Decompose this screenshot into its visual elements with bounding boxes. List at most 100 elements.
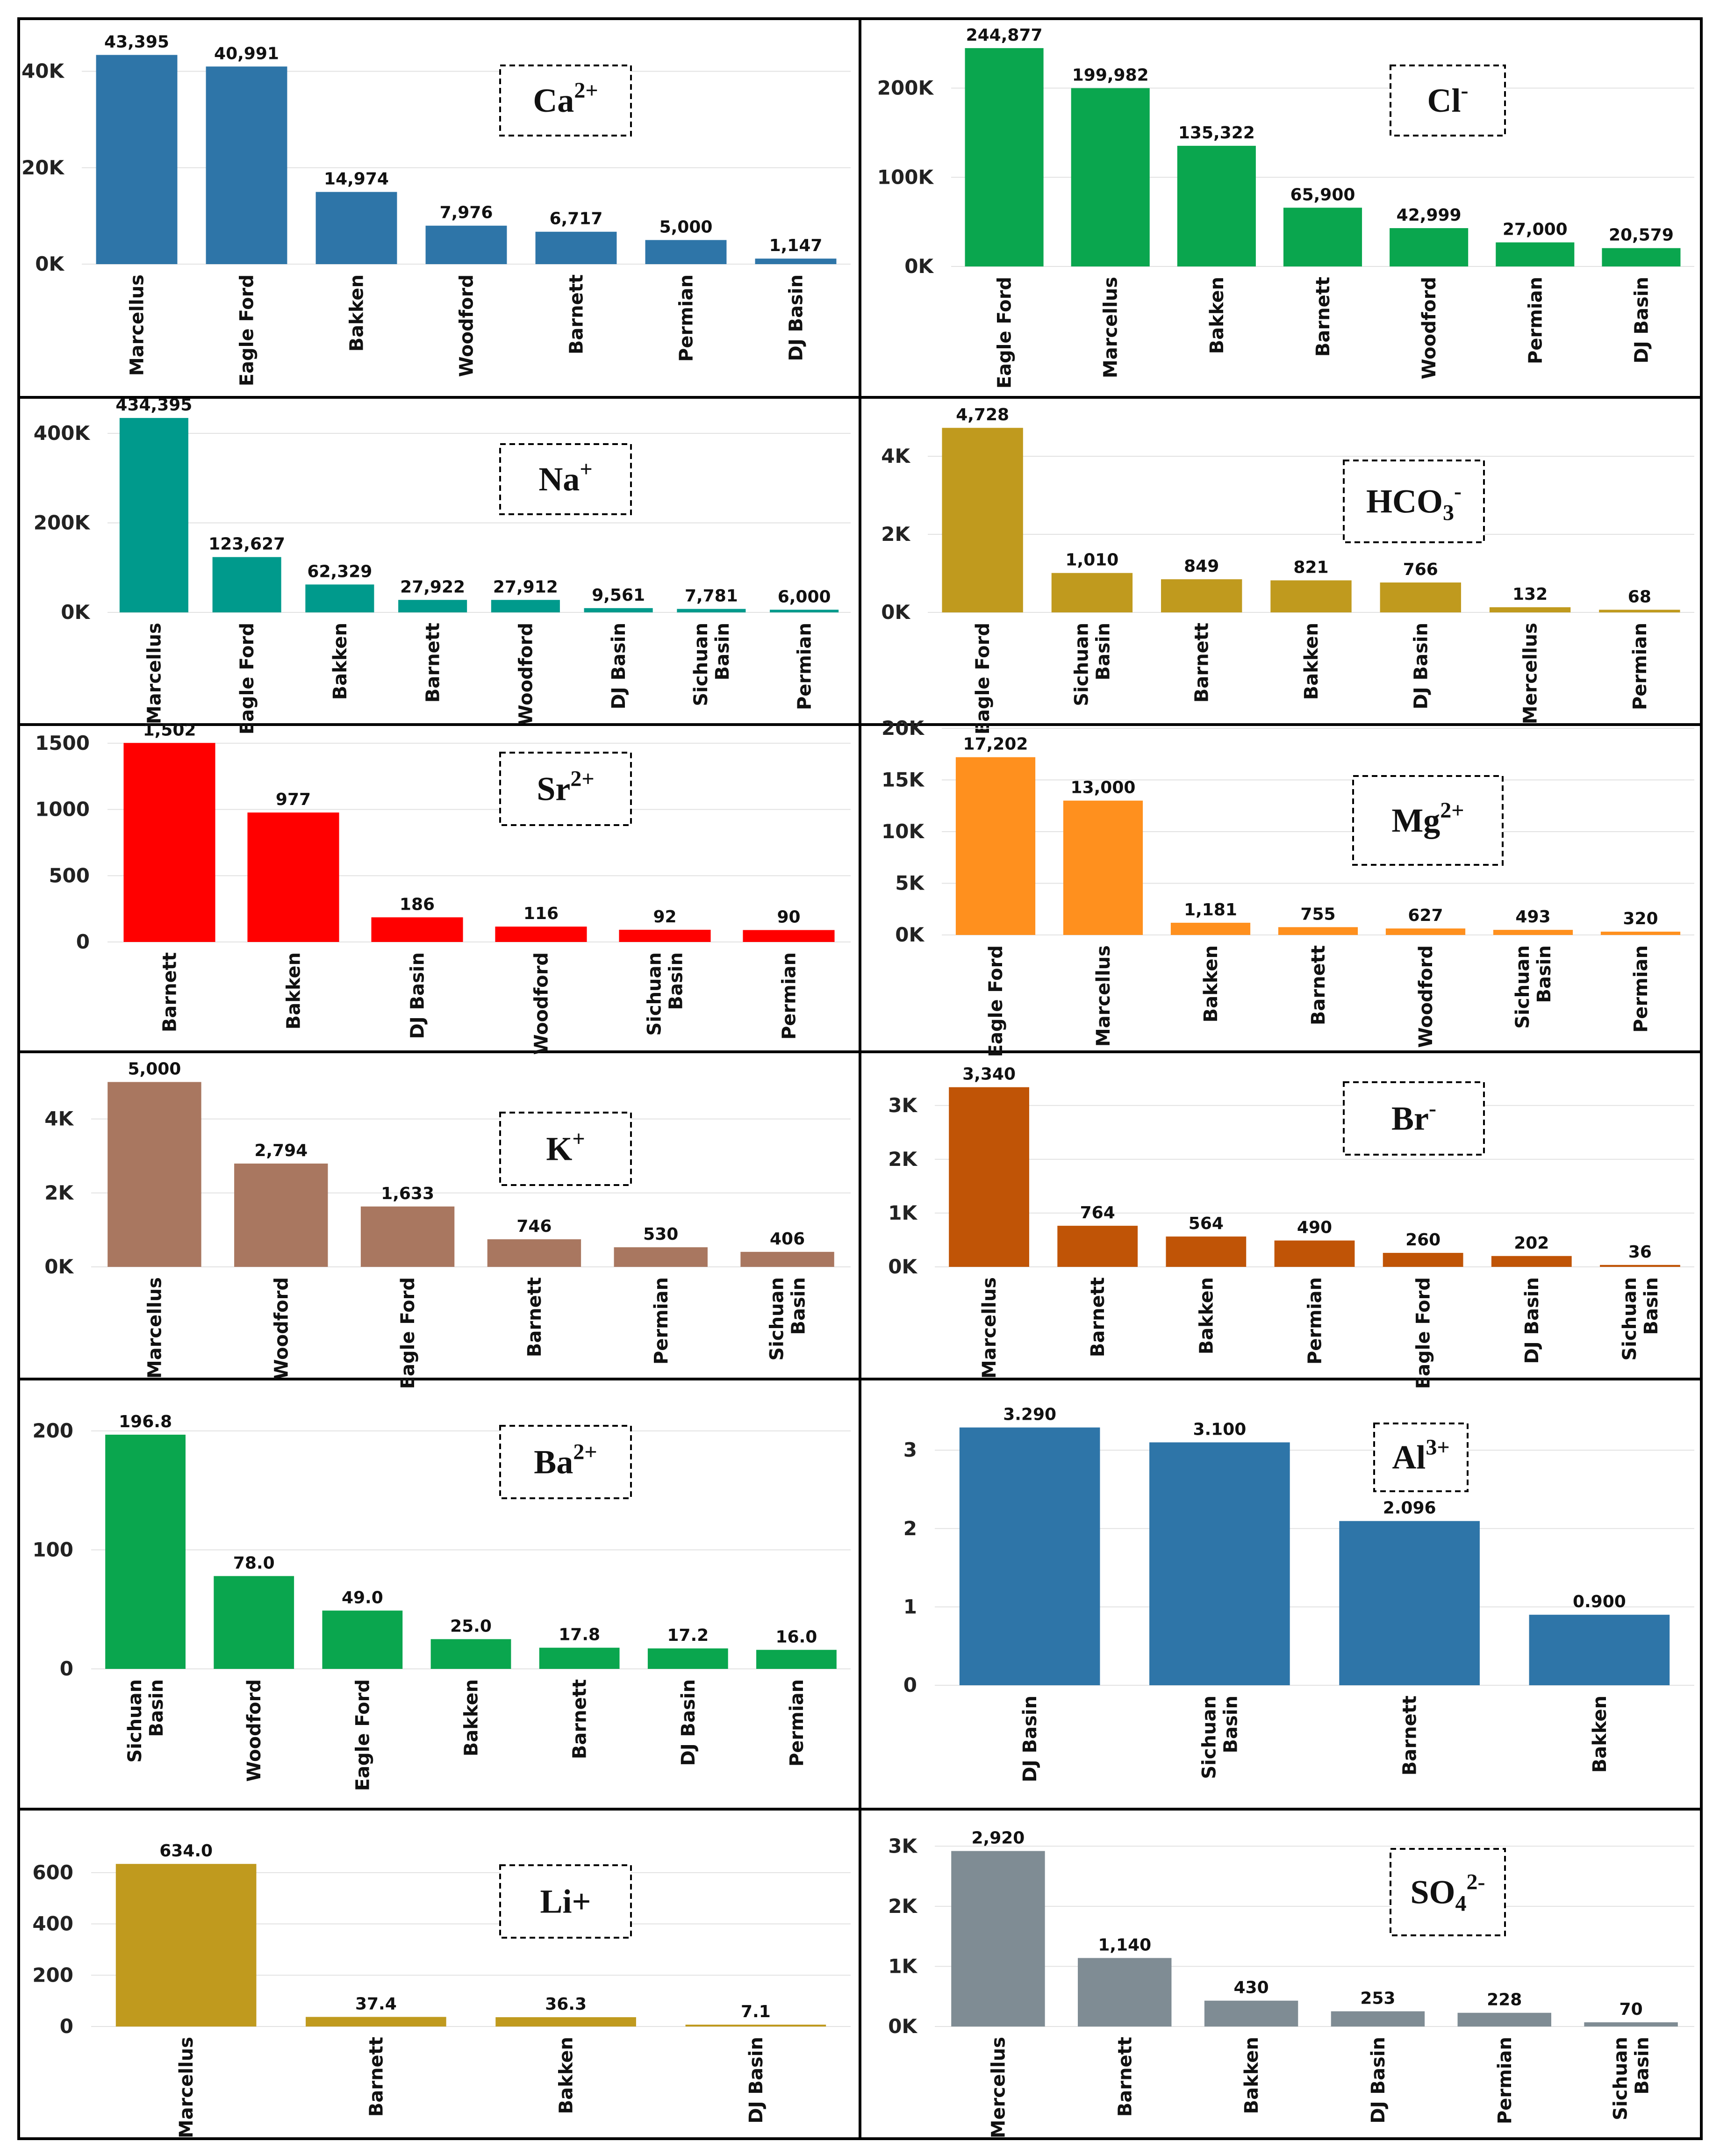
data-label: 7,781 xyxy=(685,587,738,606)
y-tick-label: 200 xyxy=(32,1963,73,1986)
ion-label: Sr2+ xyxy=(537,767,594,808)
y-tick-label: 4K xyxy=(881,445,910,467)
bar xyxy=(619,929,711,942)
bar xyxy=(1177,145,1256,266)
x-tick-label: Woodford xyxy=(515,623,537,726)
data-label: 490 xyxy=(1297,1218,1332,1237)
ion-label-box xyxy=(1343,1081,1485,1156)
ion-label-box xyxy=(499,65,632,137)
bar xyxy=(491,600,560,612)
data-label: 5,000 xyxy=(128,1060,181,1079)
x-tick-label: Sichuan xyxy=(1619,1277,1641,1361)
data-label: 564 xyxy=(1189,1214,1224,1233)
chart-panel-1: 0K 100K 200K 244,877 Eagle Ford 199,982 Marcel… xyxy=(877,26,1694,388)
x-tick-label: Bakken xyxy=(1241,2037,1262,2114)
bar xyxy=(1584,2022,1678,2027)
y-tick-label: 0K xyxy=(61,601,90,624)
data-label: 17,202 xyxy=(963,735,1028,754)
data-label: 977 xyxy=(276,790,311,809)
bar xyxy=(743,930,835,942)
bar xyxy=(96,55,178,264)
ion-label: Br- xyxy=(1391,1096,1436,1137)
x-tick-label: Barnett xyxy=(1087,1277,1109,1357)
y-tick-label: 2 xyxy=(903,1517,917,1540)
x-tick-label: Bakken xyxy=(1206,277,1228,354)
bar xyxy=(949,1087,1029,1267)
data-label: 530 xyxy=(643,1225,678,1244)
ion-label-box xyxy=(1390,1848,1506,1936)
bar xyxy=(305,584,374,612)
bar xyxy=(755,259,837,264)
y-tick-label: 0 xyxy=(60,1657,73,1680)
data-label: 766 xyxy=(1403,560,1438,579)
data-label: 36.3 xyxy=(545,1995,587,2014)
x-tick-label: Woodford xyxy=(456,274,478,377)
x-tick-label: Eagle Ford xyxy=(397,1277,419,1389)
data-label: 27,912 xyxy=(493,577,558,596)
data-label: 406 xyxy=(770,1229,805,1249)
bar xyxy=(1600,1265,1680,1267)
bar xyxy=(115,1864,257,2027)
x-tick-label: Sichuan xyxy=(1198,1696,1220,1779)
data-label: 493 xyxy=(1515,907,1550,927)
chart-panel-5: 0K 5K 10K 15K 20K 17,202 Eagle Ford 13,000 Marce… xyxy=(882,717,1694,1057)
ion-label-box xyxy=(499,1864,632,1939)
x-tick-label: Basin xyxy=(1641,1277,1662,1335)
ion-label-box xyxy=(1352,775,1504,866)
x-tick-label: DJ Basin xyxy=(407,952,429,1039)
bar xyxy=(1063,800,1143,935)
x-tick-label: Woodford xyxy=(271,1277,292,1380)
x-tick-label: Marcellus xyxy=(979,1277,1000,1379)
data-label: 116 xyxy=(523,904,559,923)
x-tick-label: Bakken xyxy=(346,274,368,352)
y-tick-label: 1000 xyxy=(35,798,90,821)
x-tick-label: DJ Basin xyxy=(1631,277,1652,364)
x-tick-label: Barnett xyxy=(159,952,181,1032)
bar xyxy=(1529,1615,1670,1685)
bar xyxy=(105,1434,186,1669)
y-tick-label: 200 xyxy=(32,1419,73,1442)
y-tick-label: 20K xyxy=(22,156,64,179)
x-tick-label: Permian xyxy=(676,274,697,362)
x-tick-label: Eagle Ford xyxy=(994,277,1016,388)
x-tick-label: Barnett xyxy=(1114,2037,1136,2117)
data-label: 196.8 xyxy=(119,1412,172,1431)
data-label: 3,340 xyxy=(962,1065,1016,1084)
bar xyxy=(123,743,215,942)
data-label: 627 xyxy=(1408,906,1443,925)
y-tick-label: 0K xyxy=(44,1255,74,1278)
y-tick-label: 4K xyxy=(44,1107,74,1130)
bar xyxy=(1602,248,1681,266)
x-tick-label: Barnett xyxy=(366,2037,387,2117)
ion-label-box xyxy=(1343,460,1485,543)
y-tick-label: 0 xyxy=(903,1674,917,1696)
x-tick-label: Barnett xyxy=(1399,1696,1421,1775)
x-tick-label: Marcellus xyxy=(1100,277,1122,378)
x-tick-label: Sichuan xyxy=(767,1277,788,1361)
x-tick-label: Permian xyxy=(779,952,800,1040)
x-tick-label: Bakken xyxy=(1589,1696,1611,1773)
data-label: 228 xyxy=(1487,1991,1522,2010)
y-tick-label: 1500 xyxy=(35,732,90,755)
bar xyxy=(1283,208,1362,266)
x-tick-label: Bakken xyxy=(1196,1277,1217,1354)
data-label: 90 xyxy=(777,907,800,927)
data-label: 43,395 xyxy=(104,32,169,51)
bar xyxy=(740,1251,834,1267)
x-tick-label: Marcellus xyxy=(144,1277,165,1379)
bar xyxy=(495,927,587,942)
bar xyxy=(965,48,1044,266)
chart-panel-10: 0 200 400 600 634.0 Marcellus 37.4 Barnett 36.3 B… xyxy=(32,1841,851,2138)
data-label: 78.0 xyxy=(233,1553,275,1573)
data-label: 9,561 xyxy=(592,586,645,605)
y-tick-label: 0K xyxy=(888,1255,917,1278)
x-tick-label: Basin xyxy=(1220,1696,1241,1753)
bar xyxy=(306,2017,446,2027)
bar xyxy=(214,1576,294,1669)
y-tick-label: 500 xyxy=(49,864,90,887)
x-tick-label: Permian xyxy=(1494,2037,1516,2124)
bar xyxy=(212,557,281,612)
x-tick-label: Permian xyxy=(1525,277,1546,364)
bar xyxy=(645,240,727,264)
data-label: 2,920 xyxy=(971,1829,1025,1848)
